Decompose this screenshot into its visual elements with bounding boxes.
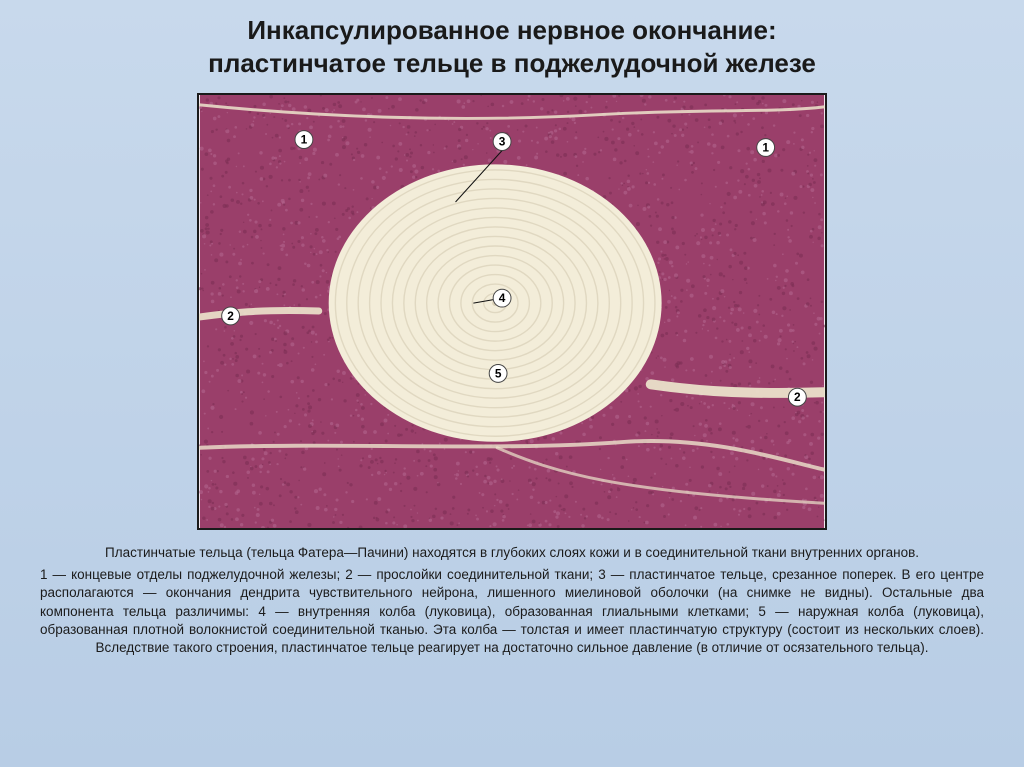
figure-label-2: 2 (222, 307, 240, 325)
slide: Инкапсулированное нервное окончание: пла… (0, 0, 1024, 767)
figure-label-1: 1 (757, 139, 775, 157)
svg-text:1: 1 (301, 133, 308, 147)
svg-text:1: 1 (762, 140, 769, 154)
caption-legend: 1 — концевые отделы поджелудочной железы… (40, 566, 984, 657)
svg-text:5: 5 (495, 366, 502, 380)
title-line-1: Инкапсулированное нервное окончание: (247, 15, 776, 45)
slide-title: Инкапсулированное нервное окончание: пла… (208, 14, 816, 79)
figure-label-3: 3 (493, 133, 511, 151)
svg-text:2: 2 (794, 390, 801, 404)
svg-text:2: 2 (227, 309, 234, 323)
caption-intro: Пластинчатые тельца (тельца Фатера—Пачин… (40, 544, 984, 562)
caption-block: Пластинчатые тельца (тельца Фатера—Пачин… (40, 544, 984, 657)
figure-label-4: 4 (493, 289, 511, 307)
figure-svg: 1 1 2 2 3 4 5 (199, 95, 825, 528)
figure-label-2: 2 (788, 388, 806, 406)
histology-figure: 1 1 2 2 3 4 5 (197, 93, 827, 530)
svg-text:3: 3 (499, 135, 506, 149)
figure-label-5: 5 (489, 365, 507, 383)
svg-text:4: 4 (499, 291, 506, 305)
title-line-2: пластинчатое тельце в поджелудочной желе… (208, 48, 816, 78)
figure-label-1: 1 (295, 131, 313, 149)
